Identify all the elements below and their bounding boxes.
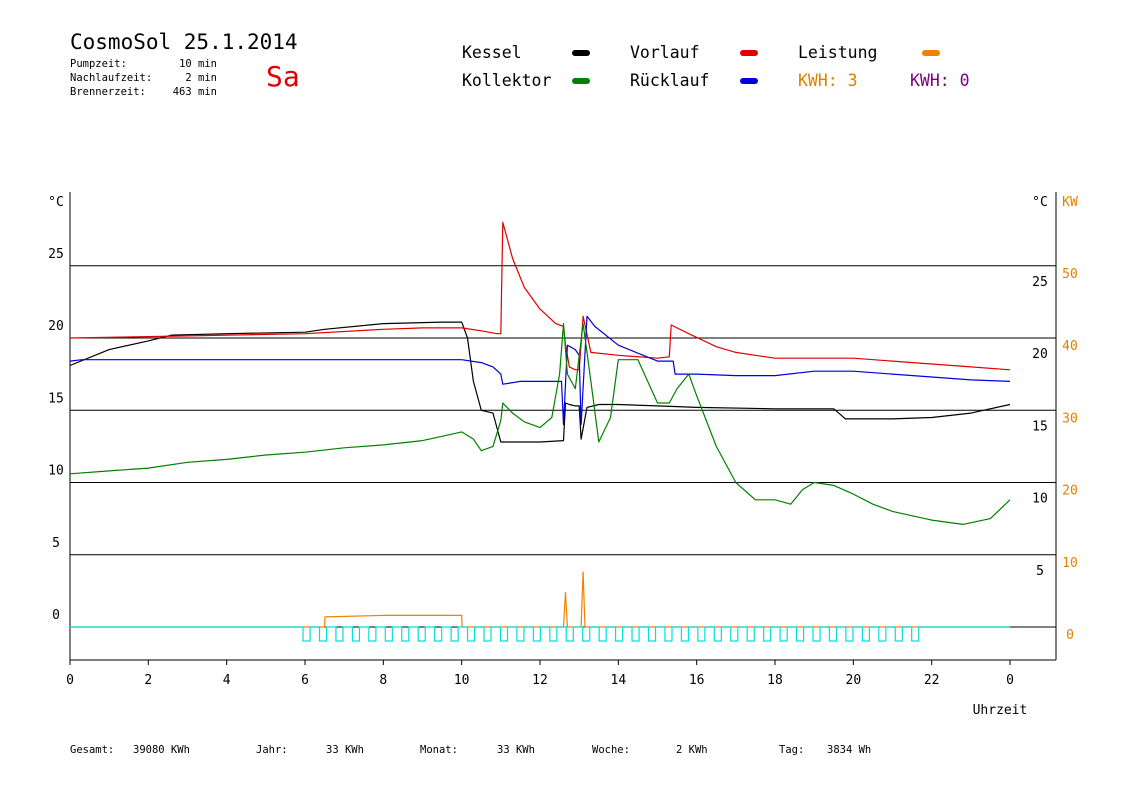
left-tick-label: 25 [48,247,64,262]
total-value-woche: 2 KWh [676,744,708,756]
right-tick-label-power: 30 [1062,411,1078,426]
right-tick-label-power: 20 [1062,484,1078,499]
meta-label-pumpzeit: Pumpzeit: [70,58,127,70]
weekday-label: Sa [266,60,300,93]
x-tick-label: 6 [301,673,309,688]
chart-grid [70,265,1056,628]
meta-value-pumpzeit: 10 min [179,58,217,70]
left-tick-label: 15 [48,391,64,406]
series-line-pumpe [70,626,1010,642]
right-axis-unit-temp: °C [1032,195,1048,210]
legend-kwh-2: KWH: 0 [910,71,970,90]
total-value-monat: 33 KWh [497,744,535,756]
series-line-kessel [69,321,1011,443]
meta-label-nachlaufzeit: Nachlaufzeit: [70,72,153,84]
right-tick-label-power: 0 [1066,628,1074,643]
total-label-gesamt: Gesamt: [70,744,115,756]
meta-value-nachlaufzeit: 2 min [185,72,217,84]
x-tick-label: 16 [689,673,705,688]
right-tick-label-power: 40 [1062,339,1078,354]
total-label-monat: Monat: [420,744,458,756]
right-tick-label-temp: 10 [1032,492,1048,507]
chart-series [69,221,1011,642]
total-label-tag: Tag: [779,744,805,756]
left-tick-label: 10 [48,464,64,479]
total-value-tag: 3834 Wh [827,744,872,756]
series-line-leistung [70,571,1010,628]
legend-label-kessel: Kessel [462,43,522,62]
x-tick-label: 20 [846,673,862,688]
series-line-rücklauf [69,315,1011,426]
legend-swatch-kollektor [572,78,590,84]
right-tick-label-power: 10 [1062,556,1078,571]
x-axis-label: Uhrzeit [973,703,1028,718]
legend-label-leistung: Leistung [798,43,878,62]
series-line-vorlauf [69,221,1011,371]
x-tick-label: 8 [379,673,387,688]
right-tick-label-temp: 20 [1032,347,1048,362]
left-tick-label: 5 [52,536,60,551]
x-tick-label: 18 [767,673,783,688]
right-axis-unit-power: KW [1062,195,1078,210]
legend-swatch-leistung [922,50,940,56]
left-axis-unit: °C [48,195,64,210]
page-title: CosmoSol 25.1.2014 [70,30,298,54]
x-tick-label: 4 [223,673,231,688]
legend-label-vorlauf: Vorlauf [630,43,700,62]
chart-axes [69,192,1057,665]
total-value-jahr: 33 KWh [326,744,364,756]
left-tick-label: 20 [48,319,64,334]
x-tick-label: 14 [611,673,627,688]
left-tick-label: 0 [52,608,60,623]
series-line-kollektor [69,323,1011,526]
x-tick-label: 2 [144,673,152,688]
right-tick-label-temp: 15 [1032,419,1048,434]
x-tick-label: 0 [1006,673,1014,688]
x-tick-label: 12 [532,673,548,688]
chart-ticks: 0 2 4 6 8 10 12 14 16 18 20 22 0Uhrzeit°C2520151050°… [48,195,1078,718]
legend-swatch-ruecklauf [740,78,758,84]
legend-swatch-kessel [572,50,590,56]
meta-label-brennerzeit: Brennerzeit: [70,86,146,98]
legend-kwh-1: KWH: 3 [798,71,858,90]
right-tick-label-temp: 5 [1036,564,1044,579]
total-value-gesamt: 39080 KWh [133,744,190,756]
total-label-jahr: Jahr: [256,744,288,756]
x-tick-label: 0 [66,673,74,688]
meta-value-brennerzeit: 463 min [172,86,217,98]
legend-label-ruecklauf: Rücklauf [630,71,710,90]
x-tick-label: 10 [454,673,470,688]
right-tick-label-power: 50 [1062,267,1078,282]
x-tick-label: 22 [924,673,940,688]
right-tick-label-temp: 25 [1032,275,1048,290]
legend-label-kollektor: Kollektor [462,71,552,90]
legend-swatch-vorlauf [740,50,758,56]
total-label-woche: Woche: [592,744,630,756]
